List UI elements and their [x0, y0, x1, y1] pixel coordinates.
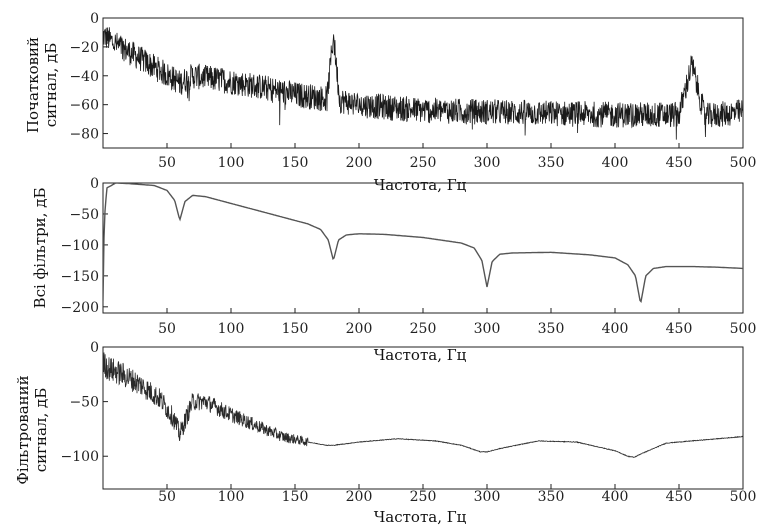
- x-tick-label: 250: [410, 321, 437, 337]
- x-tick-label: 50: [158, 321, 176, 337]
- y-ticks-3: 0 −50 −100: [61, 340, 108, 465]
- x-tick-label: 450: [666, 321, 693, 337]
- x-tick-label: 150: [282, 489, 309, 505]
- x-tick-label: 150: [282, 321, 309, 337]
- y-axis-label-2: Всі фільтри, дБ: [31, 188, 49, 309]
- y-tick-label: −100: [61, 449, 99, 465]
- x-tick-label: 200: [346, 155, 373, 171]
- x-tick-label: 400: [602, 155, 629, 171]
- y-tick-label: −100: [61, 238, 99, 254]
- y-tick-label: 0: [90, 176, 99, 192]
- x-tick-label: 250: [410, 155, 437, 171]
- y-tick-label: 0: [90, 340, 99, 356]
- y-tick-label: −80: [69, 127, 99, 143]
- x-tick-label: 50: [158, 489, 176, 505]
- x-tick-label: 200: [346, 321, 373, 337]
- plot-frame-3: [102, 346, 744, 490]
- x-tick-label: 500: [730, 321, 757, 337]
- x-ticks-3: 50 100 150 200 250 300 350 400 450 500: [158, 484, 756, 505]
- chart-panel-1: 0 −20 −40 −60 −80 50 100 150 200 250 300 350 400 450…: [24, 11, 756, 194]
- y-tick-label: −50: [69, 207, 99, 223]
- x-tick-label: 300: [474, 321, 501, 337]
- series-line-2: [103, 183, 743, 304]
- plot-frame-2: [102, 182, 744, 314]
- x-tick-label: 300: [474, 489, 501, 505]
- x-axis-label-3: Частота, Гц: [374, 508, 467, 526]
- x-ticks-2: 50 100 150 200 250 300 350 400 450 500: [158, 308, 756, 337]
- y-tick-label: −50: [69, 395, 99, 411]
- y-tick-label: −20: [69, 40, 99, 56]
- y-axis-label-1: Початковийсигнал, дБ: [24, 37, 60, 133]
- x-tick-label: 500: [730, 155, 757, 171]
- y-ticks-2: 0 −50 −100 −150 −200: [61, 176, 108, 316]
- x-tick-label: 350: [538, 489, 565, 505]
- x-tick-label: 450: [666, 155, 693, 171]
- y-tick-label: −40: [69, 69, 99, 85]
- y-tick-label: −60: [69, 98, 99, 114]
- x-tick-label: 200: [346, 489, 373, 505]
- y-ticks-1: 0 −20 −40 −60 −80: [69, 11, 108, 143]
- chart-panel-2: 0 −50 −100 −150 −200 50 100 150 200 250 300 350 400…: [31, 176, 756, 364]
- x-tick-label: 500: [730, 489, 757, 505]
- y-axis-label-3: Фільтрованийсигнал, дБ: [14, 375, 50, 484]
- x-tick-label: 400: [602, 489, 629, 505]
- chart-panel-3: 0 −50 −100 50 100 150 200 250 300 350 400 450 500 Ч…: [14, 340, 756, 526]
- series-line-3: [103, 352, 743, 458]
- y-tick-label: 0: [90, 11, 99, 27]
- x-tick-label: 350: [538, 155, 565, 171]
- y-tick-label: −150: [61, 269, 99, 285]
- x-tick-label: 450: [666, 489, 693, 505]
- x-tick-label: 350: [538, 321, 565, 337]
- x-axis-label-2: Частота, Гц: [374, 346, 467, 364]
- x-tick-label: 400: [602, 321, 629, 337]
- y-tick-label: −200: [61, 300, 99, 316]
- x-tick-label: 100: [218, 155, 245, 171]
- x-ticks-1: 50 100 150 200 250 300 350 400 450 500: [158, 143, 756, 171]
- x-tick-label: 250: [410, 489, 437, 505]
- x-axis-label-1: Частота, Гц: [374, 176, 467, 194]
- x-tick-label: 300: [474, 155, 501, 171]
- series-line-1: [103, 27, 743, 140]
- x-tick-label: 150: [282, 155, 309, 171]
- x-tick-label: 50: [158, 155, 176, 171]
- x-tick-label: 100: [218, 489, 245, 505]
- x-tick-label: 100: [218, 321, 245, 337]
